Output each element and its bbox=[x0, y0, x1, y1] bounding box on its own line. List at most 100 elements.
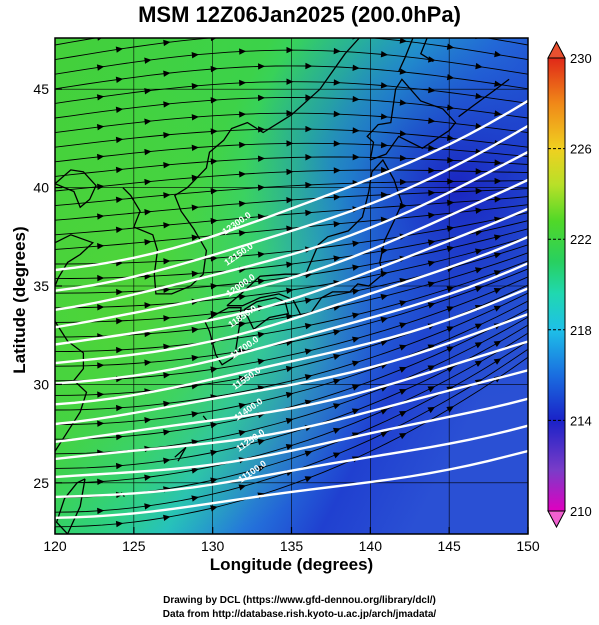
wind-arrow bbox=[210, 97, 218, 104]
wind-arrow bbox=[304, 374, 313, 381]
wind-arrow bbox=[144, 302, 152, 309]
wind-vectors bbox=[55, 16, 528, 528]
wind-arrow bbox=[116, 317, 124, 325]
wind-arrow bbox=[428, 167, 436, 174]
wind-arrow bbox=[191, 270, 199, 277]
wind-arrow bbox=[97, 183, 105, 190]
wind-arrow bbox=[446, 104, 455, 111]
wind-arrow bbox=[191, 114, 199, 121]
colorbar-body bbox=[547, 57, 566, 512]
wind-arrow bbox=[493, 234, 502, 241]
wind-arrow bbox=[399, 366, 407, 373]
wind-arrow bbox=[474, 360, 483, 367]
wind-arrow bbox=[474, 342, 483, 349]
wind-arrow bbox=[380, 82, 389, 89]
wind-arrow bbox=[144, 26, 152, 33]
wind-arrow bbox=[351, 384, 360, 391]
wind-arrow bbox=[191, 411, 199, 418]
wind-arrow bbox=[258, 126, 266, 133]
wind-arrow bbox=[115, 166, 124, 174]
height-contour-line bbox=[55, 369, 528, 461]
wind-arrow bbox=[333, 255, 341, 262]
wind-arrow bbox=[238, 229, 247, 237]
wind-arrow bbox=[493, 270, 502, 277]
wind-arrow bbox=[380, 408, 388, 415]
wind-arrow bbox=[305, 31, 312, 38]
wind-arrow bbox=[352, 64, 360, 71]
wind-arrow bbox=[115, 462, 124, 470]
wind-arrow bbox=[427, 260, 436, 267]
height-contour-line bbox=[55, 235, 528, 365]
height-contour-line bbox=[55, 424, 528, 499]
wind-arrow bbox=[257, 251, 266, 258]
wind-arrow bbox=[352, 153, 360, 161]
wind-arrow bbox=[163, 192, 171, 199]
wind-arrow bbox=[333, 329, 341, 336]
wind-arrow bbox=[475, 187, 483, 195]
wind-arrow bbox=[333, 47, 341, 55]
wind-arrow bbox=[163, 514, 171, 522]
y-tick-label: 30 bbox=[33, 376, 49, 392]
wind-arrow bbox=[115, 433, 124, 441]
wind-arrow bbox=[144, 503, 152, 510]
wind-arrow bbox=[257, 184, 266, 191]
wind-arrow bbox=[494, 159, 502, 166]
wind-arrow bbox=[163, 429, 171, 436]
wind-arrow bbox=[493, 252, 502, 259]
wind-arrow bbox=[115, 106, 124, 113]
wind-arrow bbox=[286, 78, 294, 85]
wind-arrow bbox=[427, 406, 436, 414]
y-tick-label: 45 bbox=[33, 81, 49, 97]
wind-arrow bbox=[163, 222, 171, 229]
wind-arrow bbox=[494, 80, 502, 87]
wind-arrow bbox=[399, 130, 407, 137]
wind-arrow bbox=[286, 168, 294, 176]
wind-arrow bbox=[352, 312, 360, 319]
colorbar-tick-label: 230 bbox=[570, 51, 592, 66]
height-contour-line bbox=[55, 178, 528, 329]
wind-arrow bbox=[381, 166, 389, 174]
wind-arrow bbox=[238, 402, 247, 409]
coastline bbox=[55, 169, 97, 209]
colorbar: 210 214 218 222 226 230 bbox=[547, 40, 592, 529]
wind-arrow bbox=[115, 196, 124, 203]
wind-arrow bbox=[239, 17, 246, 24]
wind-arrow bbox=[239, 111, 247, 118]
wind-arrow bbox=[238, 429, 247, 437]
wind-arrow bbox=[333, 140, 341, 147]
wind-arrow bbox=[163, 101, 171, 108]
wind-arrow bbox=[352, 288, 360, 295]
wind-arrow bbox=[380, 247, 389, 255]
wind-arrow bbox=[474, 286, 483, 293]
wind-arrow bbox=[238, 375, 247, 382]
wind-arrow bbox=[115, 226, 124, 233]
wind-arrow bbox=[210, 310, 218, 318]
wind-arrow bbox=[380, 293, 389, 301]
wind-arrow bbox=[163, 343, 171, 351]
wind-arrow bbox=[115, 404, 124, 412]
y-axis-label: Latitude (degrees) bbox=[10, 226, 29, 374]
wind-arrow bbox=[285, 365, 294, 373]
wind-arrow bbox=[304, 476, 313, 483]
wind-arrow bbox=[333, 220, 341, 228]
wind-arrow bbox=[286, 46, 294, 54]
wind-arrow bbox=[493, 340, 502, 348]
wind-arrow bbox=[494, 196, 502, 203]
wind-arrow bbox=[334, 16, 341, 23]
wind-arrow bbox=[163, 70, 171, 77]
wind-arrow bbox=[285, 391, 294, 399]
wind-arrow bbox=[163, 372, 171, 379]
wind-arrow bbox=[399, 178, 407, 186]
wind-arrow bbox=[163, 131, 171, 139]
wind-arrow bbox=[399, 38, 407, 44]
wind-arrow bbox=[286, 287, 294, 294]
wind-arrow bbox=[210, 477, 218, 484]
wind-arrow bbox=[210, 65, 218, 73]
wind-arrow bbox=[494, 50, 502, 58]
credit-data: Data from http://database.rish.kyoto-u.a… bbox=[162, 609, 437, 620]
y-tick-label: 25 bbox=[33, 475, 49, 491]
colorbar-tick-label: 222 bbox=[570, 232, 592, 247]
wind-arrow bbox=[115, 520, 124, 528]
wind-arrow bbox=[305, 94, 313, 101]
wind-arrow bbox=[428, 26, 436, 33]
